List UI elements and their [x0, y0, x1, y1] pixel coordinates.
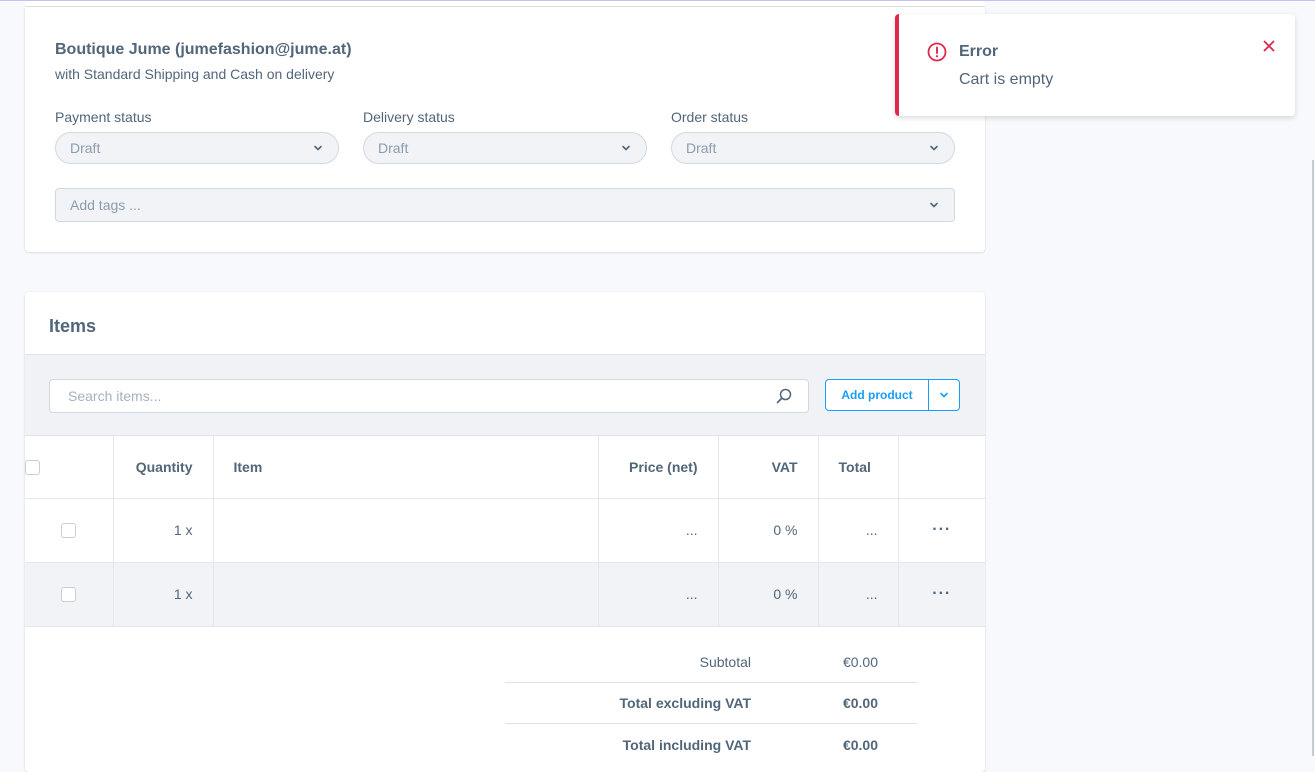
- total-excl-vat-label: Total excluding VAT: [619, 695, 751, 711]
- more-icon[interactable]: ···: [932, 521, 952, 538]
- column-header-price[interactable]: Price (net): [598, 436, 719, 498]
- column-header-vat[interactable]: VAT: [718, 436, 819, 498]
- chevron-down-icon: [940, 392, 948, 398]
- chevron-down-icon: [930, 145, 938, 151]
- row-item[interactable]: [213, 498, 599, 562]
- order-status-select[interactable]: Draft: [671, 132, 955, 164]
- select-all-checkbox[interactable]: [25, 460, 40, 476]
- select-all-cell: [25, 436, 114, 498]
- delivery-status-label: Delivery status: [363, 109, 455, 125]
- row-total: ...: [818, 498, 899, 562]
- row-vat[interactable]: 0 %: [718, 562, 819, 626]
- chevron-down-icon: [930, 202, 938, 208]
- items-card: Items Add product Quantity Item Price (: [25, 292, 985, 772]
- add-product-button-group: Add product: [825, 379, 960, 411]
- total-excl-vat-row: Total excluding VAT €0.00: [505, 683, 917, 724]
- add-product-button[interactable]: Add product: [826, 380, 929, 410]
- previous-card-edge: [25, 1, 985, 7]
- column-header-actions: [898, 436, 985, 498]
- payment-status-value: Draft: [70, 140, 101, 156]
- totals-summary: Subtotal €0.00 Total excluding VAT €0.00…: [505, 642, 917, 765]
- order-status-value: Draft: [686, 140, 717, 156]
- add-product-dropdown-toggle[interactable]: [929, 380, 959, 410]
- total-excl-vat-value: €0.00: [842, 695, 878, 711]
- search-icon[interactable]: [776, 388, 792, 404]
- row-select-cell: [25, 562, 114, 626]
- delivery-status-select[interactable]: Draft: [363, 132, 647, 164]
- tags-select[interactable]: Add tags ...: [55, 188, 955, 222]
- notification-message: Cart is empty: [959, 71, 1054, 88]
- row-total: ...: [818, 562, 899, 626]
- search-field[interactable]: [49, 379, 809, 413]
- column-header-quantity[interactable]: Quantity: [113, 436, 214, 498]
- row-quantity[interactable]: 1 x: [113, 562, 214, 626]
- chevron-down-icon: [314, 145, 322, 151]
- subtotal-value: €0.00: [842, 654, 878, 670]
- top-accent-line: [0, 0, 1315, 1]
- subtotal-label: Subtotal: [699, 654, 751, 670]
- row-select-cell: [25, 498, 114, 562]
- table-row: 1 x ... 0 % ... ···: [25, 562, 985, 626]
- items-title: Items: [49, 316, 97, 336]
- items-table: Quantity Item Price (net) VAT Total 1 x …: [25, 436, 985, 627]
- payment-status-label: Payment status: [55, 109, 152, 125]
- row-vat[interactable]: 0 %: [718, 498, 819, 562]
- more-icon[interactable]: ···: [932, 585, 952, 602]
- order-status-label: Order status: [671, 109, 749, 125]
- customer-name: Boutique Jume (jumefashion@jume.at): [55, 41, 352, 58]
- column-header-total[interactable]: Total: [818, 436, 899, 498]
- row-checkbox[interactable]: [61, 523, 77, 539]
- table-header-row: Quantity Item Price (net) VAT Total: [25, 436, 985, 498]
- notification-title: Error: [959, 43, 999, 60]
- page-scrollbar[interactable]: [1312, 160, 1314, 756]
- row-checkbox[interactable]: [61, 587, 77, 603]
- close-icon[interactable]: [1263, 40, 1275, 52]
- total-incl-vat-label: Total including VAT: [622, 736, 751, 753]
- column-header-item[interactable]: Item: [213, 436, 599, 498]
- total-incl-vat-row: Total including VAT €0.00: [505, 724, 917, 765]
- total-incl-vat-value: €0.00: [842, 736, 878, 753]
- search-input[interactable]: [66, 387, 746, 405]
- items-toolbar: Add product: [25, 354, 985, 436]
- subtotal-row: Subtotal €0.00: [505, 642, 917, 683]
- delivery-status-value: Draft: [378, 140, 409, 156]
- row-item[interactable]: [213, 562, 599, 626]
- order-summary-card: Boutique Jume (jumefashion@jume.at) with…: [25, 7, 985, 252]
- shipping-info: with Standard Shipping and Cash on deliv…: [55, 66, 335, 82]
- error-notification: Error Cart is empty: [895, 14, 1295, 116]
- payment-status-select[interactable]: Draft: [55, 132, 339, 164]
- error-circle-icon: [927, 42, 947, 62]
- chevron-down-icon: [622, 145, 630, 151]
- row-price[interactable]: ...: [598, 498, 719, 562]
- row-price[interactable]: ...: [598, 562, 719, 626]
- tags-placeholder: Add tags ...: [70, 197, 141, 213]
- row-quantity[interactable]: 1 x: [113, 498, 214, 562]
- table-row: 1 x ... 0 % ... ···: [25, 498, 985, 562]
